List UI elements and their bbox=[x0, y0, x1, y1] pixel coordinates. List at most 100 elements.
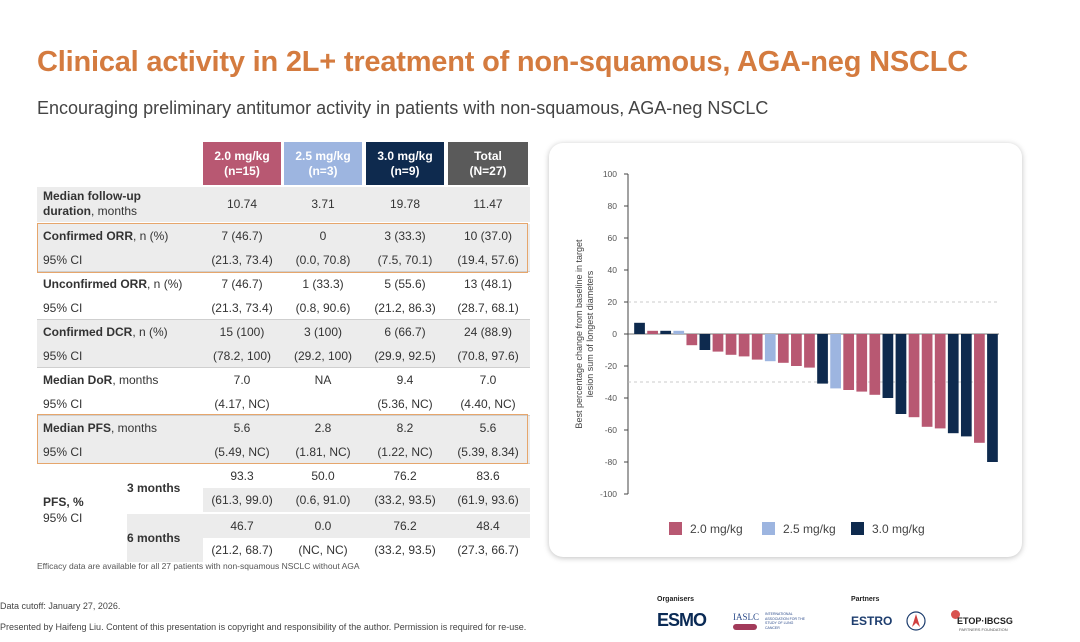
pfs-3m-ci: (0.6, 91.0) bbox=[295, 493, 351, 507]
waterfall-bar bbox=[699, 334, 711, 350]
pfs-3m-ci: (61.3, 99.0) bbox=[211, 493, 273, 507]
waterfall-bar bbox=[895, 334, 907, 414]
header-total: Total (N=27) bbox=[448, 142, 528, 185]
header-label: 3.0 mg/kg bbox=[377, 148, 433, 163]
value-cell: 10.74 bbox=[226, 197, 258, 211]
y-tick-label: 60 bbox=[608, 233, 618, 243]
efficacy-table: 2.0 mg/kg (n=15) 2.5 mg/kg (n=3) 3.0 mg/… bbox=[37, 142, 530, 562]
ci-cell: (28.7, 68.1) bbox=[457, 301, 519, 315]
pfs-6m-label-text: 6 months bbox=[127, 531, 181, 545]
row-divider bbox=[37, 319, 530, 320]
ci-cell: (19.4, 57.6) bbox=[457, 253, 519, 267]
pfs-6m-value: 76.2 bbox=[393, 519, 417, 533]
row-label: Confirmed ORR, n (%) bbox=[43, 224, 168, 248]
value-cell: 10 (37.0) bbox=[463, 229, 513, 243]
estro-logo: ESTRO bbox=[851, 614, 893, 628]
pfs-6m-value: 46.7 bbox=[230, 519, 254, 533]
row-label: 95% CI bbox=[43, 301, 83, 315]
waterfall-bar bbox=[712, 334, 724, 352]
header-n: (n=15) bbox=[224, 163, 260, 178]
waterfall-bar bbox=[908, 334, 920, 418]
etop-icon bbox=[951, 610, 960, 619]
waterfall-bar bbox=[725, 334, 737, 355]
value-cell: NA bbox=[314, 373, 332, 387]
waterfall-bar bbox=[764, 334, 776, 362]
waterfall-bar bbox=[934, 334, 946, 429]
row-label: 95% CI bbox=[43, 397, 83, 411]
presented-by: Presented by Haifeng Liu. Content of thi… bbox=[0, 622, 527, 632]
y-tick-label: -100 bbox=[600, 489, 617, 499]
y-tick-label: -40 bbox=[605, 393, 618, 403]
value-cell: 5 (55.6) bbox=[384, 277, 426, 291]
table-footnote: Efficacy data are available for all 27 p… bbox=[37, 561, 360, 571]
confirmed-orr-highlight bbox=[37, 223, 528, 273]
ci-cell: (29.9, 92.5) bbox=[374, 349, 436, 363]
label-bold: Unconfirmed ORR bbox=[43, 277, 148, 291]
ci-cell: (0.0, 70.8) bbox=[295, 253, 351, 267]
header-n: (N=27) bbox=[469, 163, 507, 178]
y-tick-label: -20 bbox=[605, 361, 618, 371]
ci-cell: (7.5, 70.1) bbox=[377, 253, 433, 267]
value-cell: 0 bbox=[319, 229, 327, 243]
value-cell: 3 (100) bbox=[303, 325, 343, 339]
metric-row: Confirmed DCR, n (%) 15 (100) 3 (100) 6 (66… bbox=[37, 320, 530, 344]
legend-label: 2.5 mg/kg bbox=[783, 522, 836, 536]
row-label: Unconfirmed ORR, n (%) bbox=[43, 272, 182, 296]
row-divider bbox=[37, 415, 530, 416]
label-rest: , months bbox=[91, 204, 138, 218]
ci-cell: (4.17, NC) bbox=[214, 397, 270, 411]
legend-label: 2.0 mg/kg bbox=[690, 522, 743, 536]
row-divider bbox=[37, 367, 530, 368]
label-bold: Median PFS bbox=[43, 421, 112, 435]
ci-cell: (78.2, 100) bbox=[212, 349, 272, 363]
label-bold: PFS, % bbox=[43, 495, 84, 509]
value-cell: 6 (66.7) bbox=[384, 325, 426, 339]
waterfall-bar bbox=[830, 334, 841, 389]
ci-cell: (5.49, NC) bbox=[214, 445, 270, 459]
etop-logo: ETOP·IBCSG bbox=[957, 616, 1013, 626]
esmo-logo: ESMO bbox=[657, 610, 707, 630]
waterfall-bar bbox=[987, 334, 998, 462]
row-label: 95% CI bbox=[43, 445, 83, 459]
y-tick-label: 20 bbox=[608, 297, 618, 307]
etop-sub: PARTNERS FOUNDATION bbox=[959, 627, 1008, 632]
value-cell: 5.6 bbox=[479, 421, 497, 435]
metric-row: Median PFS, months 5.6 2.8 8.2 5.6 bbox=[37, 416, 530, 440]
waterfall-bar bbox=[882, 334, 894, 398]
value-cell: 15 (100) bbox=[219, 325, 265, 339]
y-tick-label: -80 bbox=[605, 457, 618, 467]
waterfall-bar bbox=[660, 330, 672, 334]
label-rest: , n (%) bbox=[133, 229, 169, 243]
header-dose-3-0: 3.0 mg/kg (n=9) bbox=[366, 142, 444, 185]
waterfall-bar bbox=[647, 330, 658, 334]
row-label: Confirmed DCR, n (%) bbox=[43, 320, 168, 344]
ci-cell: (5.36, NC) bbox=[377, 397, 433, 411]
pfs-label: PFS, % 95% CI bbox=[43, 494, 84, 526]
ci-cell: (21.3, 73.4) bbox=[211, 253, 273, 267]
pfs-6m-value: 0.0 bbox=[314, 519, 332, 533]
waterfall-bar bbox=[974, 334, 985, 443]
waterfall-bar bbox=[777, 334, 789, 363]
waterfall-bar bbox=[673, 330, 685, 334]
row-label: Median follow-up duration, months bbox=[43, 189, 141, 219]
label-bold: Confirmed DCR bbox=[43, 325, 133, 339]
organisers-label: Organisers bbox=[657, 596, 694, 603]
label-bold: duration bbox=[43, 204, 91, 218]
slide-subtitle: Encouraging preliminary antitumor activi… bbox=[37, 98, 769, 118]
value-cell: 19.78 bbox=[389, 197, 421, 211]
ci-cell: (1.81, NC) bbox=[295, 445, 351, 459]
metric-row: Confirmed ORR, n (%) 7 (46.7) 0 3 (33.3) 10 … bbox=[37, 224, 530, 248]
waterfall-bar bbox=[751, 334, 763, 360]
header-dose-2-0: 2.0 mg/kg (n=15) bbox=[203, 142, 281, 185]
waterfall-bar bbox=[804, 334, 815, 368]
label-bold: Median DoR bbox=[43, 373, 113, 387]
header-label: 2.5 mg/kg bbox=[295, 148, 351, 163]
waterfall-bar bbox=[843, 334, 855, 390]
pfs-6m-ci: (27.3, 66.7) bbox=[457, 543, 519, 557]
waterfall-bar bbox=[634, 322, 645, 334]
y-tick-label: 0 bbox=[612, 329, 617, 339]
value-cell: 13 (48.1) bbox=[463, 277, 513, 291]
ci-cell: (1.22, NC) bbox=[377, 445, 433, 459]
value-cell: 7.0 bbox=[233, 373, 251, 387]
waterfall-bar bbox=[869, 334, 881, 395]
